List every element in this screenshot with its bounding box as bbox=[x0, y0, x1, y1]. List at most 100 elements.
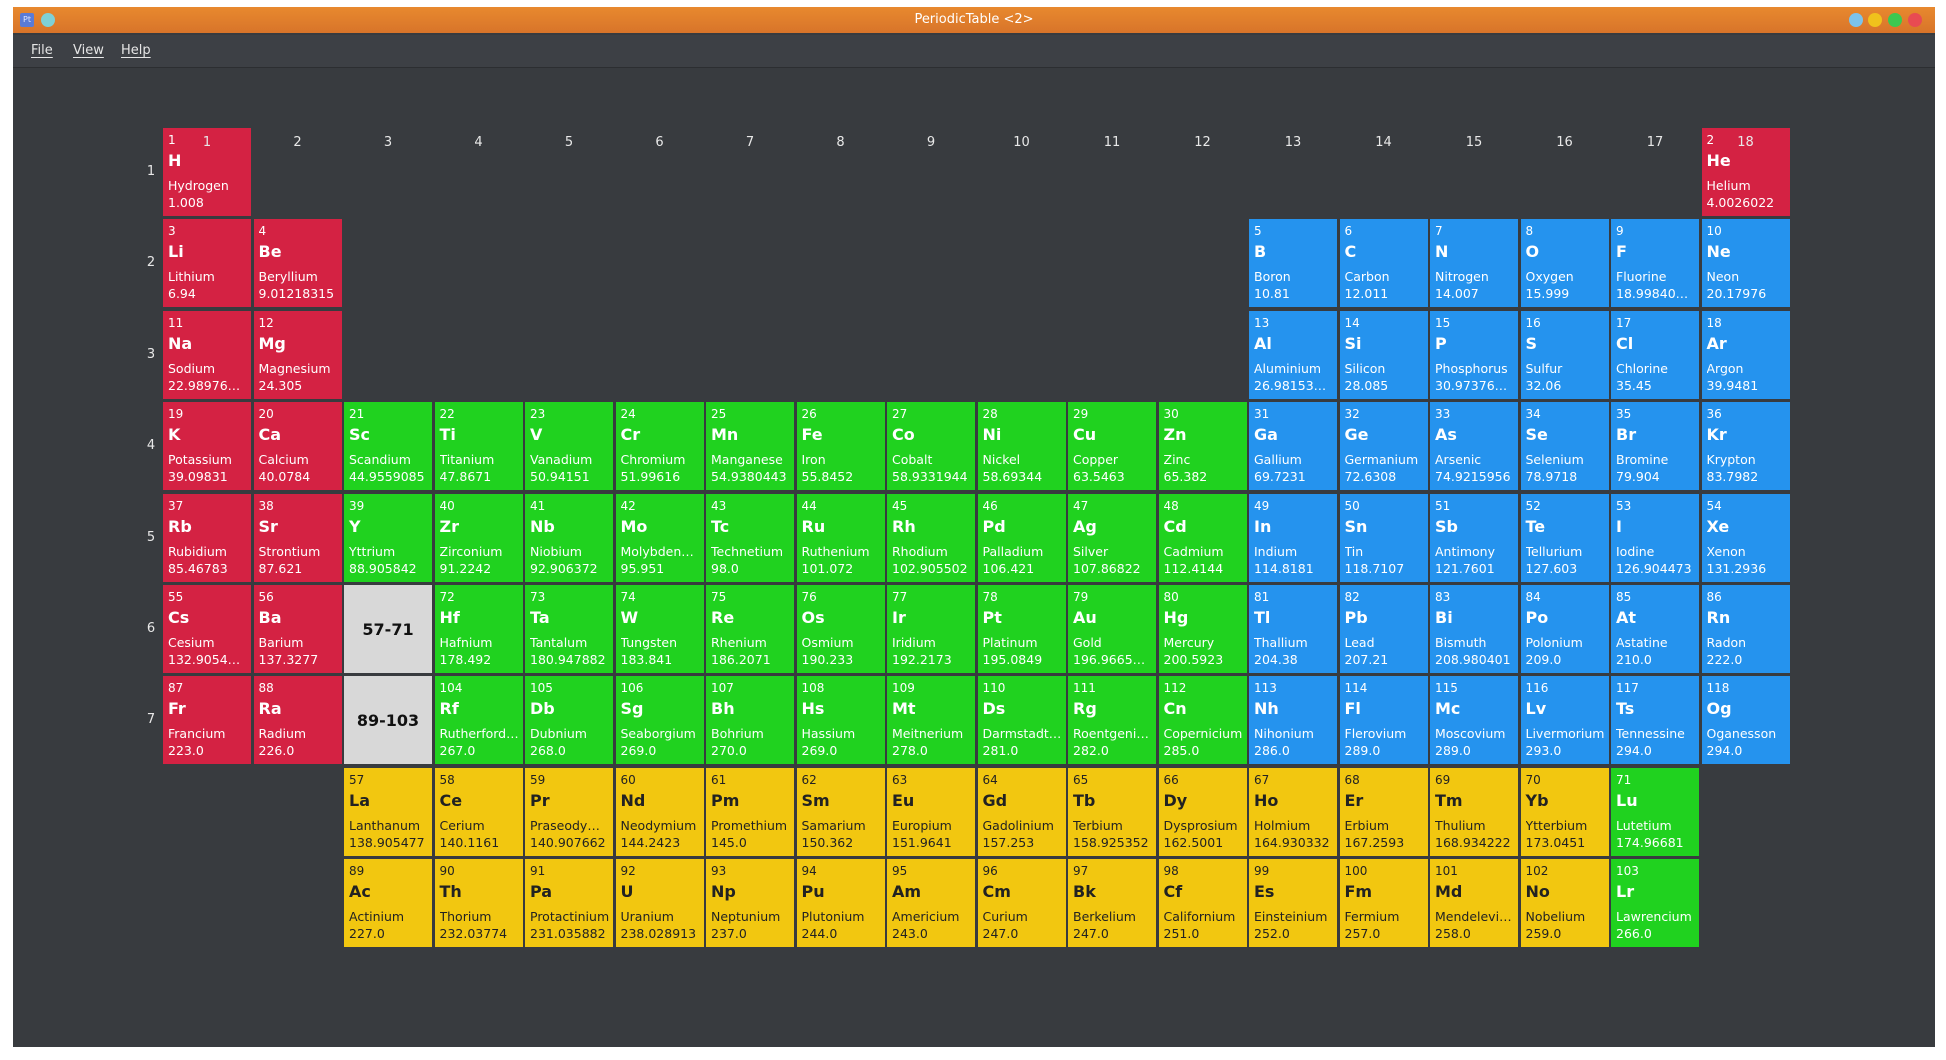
pin-icon[interactable] bbox=[41, 13, 55, 27]
element-cell-rh[interactable]: 45 Rh Rhodium 102.905502 bbox=[887, 493, 975, 582]
element-cell-be[interactable]: 4 Be Beryllium 9.01218315 bbox=[253, 219, 342, 308]
element-cell-am[interactable]: 95 Am Americium 243.0 bbox=[887, 859, 975, 948]
element-cell-ne[interactable]: 10 Ne Neon 20.17976 bbox=[1701, 219, 1790, 308]
element-cell-mc[interactable]: 115 Mc Moscovium 289.0 bbox=[1430, 676, 1518, 765]
element-cell-hs[interactable]: 108 Hs Hassium 269.0 bbox=[796, 676, 885, 765]
element-cell-li[interactable]: 3 Li Lithium 6.94 bbox=[163, 219, 251, 308]
element-cell-og[interactable]: 118 Og Oganesson 294.0 bbox=[1701, 676, 1790, 765]
element-cell-ta[interactable]: 73 Ta Tantalum 180.947882 bbox=[525, 585, 613, 673]
element-cell-ba[interactable]: 56 Ba Barium 137.3277 bbox=[253, 585, 342, 673]
element-cell-rg[interactable]: 111 Rg Roentgenium 282.0 bbox=[1068, 676, 1156, 765]
element-cell-nh[interactable]: 113 Nh Nihonium 286.0 bbox=[1249, 676, 1337, 765]
element-cell-ds[interactable]: 110 Ds Darmstadtium281.0 bbox=[977, 676, 1066, 765]
element-cell-tm[interactable]: 69 Tm Thulium 168.934222 bbox=[1430, 767, 1518, 856]
element-cell-ca[interactable]: 20 Ca Calcium 40.0784 bbox=[253, 402, 342, 491]
element-cell-zn[interactable]: 30 Zn Zinc 65.382 bbox=[1158, 402, 1247, 491]
element-cell-mn[interactable]: 25 Mn Manganese 54.9380443 bbox=[706, 402, 794, 491]
element-cell-si[interactable]: 14 Si Silicon 28.085 bbox=[1339, 310, 1428, 399]
element-cell-co[interactable]: 27 Co Cobalt 58.9331944 bbox=[887, 402, 975, 491]
element-cell-o[interactable]: 8 O Oxygen 15.999 bbox=[1520, 219, 1609, 308]
element-cell-ru[interactable]: 44 Ru Ruthenium 101.072 bbox=[796, 493, 885, 582]
element-cell-sm[interactable]: 62 Sm Samarium 150.362 bbox=[796, 767, 885, 856]
element-cell-ar[interactable]: 18 Ar Argon 39.9481 bbox=[1701, 310, 1790, 399]
element-cell-bi[interactable]: 83 Bi Bismuth 208.980401 bbox=[1430, 585, 1518, 673]
window-button-close[interactable] bbox=[1908, 13, 1922, 27]
element-cell-i[interactable]: 53 I Iodine 126.904473 bbox=[1611, 493, 1699, 582]
element-cell-n[interactable]: 7 N Nitrogen 14.007 bbox=[1430, 219, 1518, 308]
element-cell-br[interactable]: 35 Br Bromine 79.904 bbox=[1611, 402, 1699, 491]
element-cell-la[interactable]: 57 La Lanthanum 138.905477 bbox=[344, 767, 432, 856]
element-cell-np[interactable]: 93 Np Neptunium 237.0 bbox=[706, 859, 794, 948]
element-cell-er[interactable]: 68 Er Erbium 167.2593 bbox=[1339, 767, 1428, 856]
element-cell-te[interactable]: 52 Te Tellurium 127.603 bbox=[1520, 493, 1609, 582]
element-cell-au[interactable]: 79 Au Gold 196.9665695 bbox=[1068, 585, 1156, 673]
series-placeholder-lanthanides[interactable]: 57-71 bbox=[344, 585, 432, 673]
series-placeholder-actinides[interactable]: 89-103 bbox=[344, 676, 432, 765]
element-cell-cf[interactable]: 98 Cf Californium 251.0 bbox=[1158, 859, 1247, 948]
element-cell-re[interactable]: 75 Re Rhenium 186.2071 bbox=[706, 585, 794, 673]
element-cell-s[interactable]: 16 S Sulfur 32.06 bbox=[1520, 310, 1609, 399]
element-cell-pd[interactable]: 46 Pd Palladium 106.421 bbox=[977, 493, 1066, 582]
element-cell-rf[interactable]: 104 Rf Rutherfordium267.0 bbox=[434, 676, 523, 765]
title-bar[interactable]: Pt PeriodicTable <2> bbox=[13, 7, 1935, 33]
element-cell-tb[interactable]: 65 Tb Terbium 158.925352 bbox=[1068, 767, 1156, 856]
element-cell-cm[interactable]: 96 Cm Curium 247.0 bbox=[977, 859, 1066, 948]
element-cell-hg[interactable]: 80 Hg Mercury 200.5923 bbox=[1158, 585, 1247, 673]
window-button-minimize[interactable] bbox=[1868, 13, 1882, 27]
element-cell-ga[interactable]: 31 Ga Gallium 69.7231 bbox=[1249, 402, 1337, 491]
element-cell-in[interactable]: 49 In Indium 114.8181 bbox=[1249, 493, 1337, 582]
element-cell-hf[interactable]: 72 Hf Hafnium 178.492 bbox=[434, 585, 523, 673]
element-cell-pt[interactable]: 78 Pt Platinum 195.0849 bbox=[977, 585, 1066, 673]
element-cell-sn[interactable]: 50 Sn Tin 118.7107 bbox=[1339, 493, 1428, 582]
element-cell-mg[interactable]: 12 Mg Magnesium 24.305 bbox=[253, 310, 342, 399]
element-cell-ce[interactable]: 58 Ce Cerium 140.1161 bbox=[434, 767, 523, 856]
element-cell-u[interactable]: 92 U Uranium 238.028913 bbox=[615, 859, 704, 948]
element-cell-nb[interactable]: 41 Nb Niobium 92.906372 bbox=[525, 493, 613, 582]
element-cell-as[interactable]: 33 As Arsenic 74.9215956 bbox=[1430, 402, 1518, 491]
element-cell-sr[interactable]: 38 Sr Strontium 87.621 bbox=[253, 493, 342, 582]
window-button-maximize[interactable] bbox=[1888, 13, 1902, 27]
element-cell-cd[interactable]: 48 Cd Cadmium 112.4144 bbox=[1158, 493, 1247, 582]
element-cell-ag[interactable]: 47 Ag Silver 107.86822 bbox=[1068, 493, 1156, 582]
element-cell-pu[interactable]: 94 Pu Plutonium 244.0 bbox=[796, 859, 885, 948]
element-cell-ir[interactable]: 77 Ir Iridium 192.2173 bbox=[887, 585, 975, 673]
element-cell-mt[interactable]: 109 Mt Meitnerium 278.0 bbox=[887, 676, 975, 765]
element-cell-yb[interactable]: 70 Yb Ytterbium 173.0451 bbox=[1520, 767, 1609, 856]
element-cell-al[interactable]: 13 Al Aluminium 26.98153857 bbox=[1249, 310, 1337, 399]
element-cell-ni[interactable]: 28 Ni Nickel 58.69344 bbox=[977, 402, 1066, 491]
window-button-help[interactable] bbox=[1849, 13, 1863, 27]
element-cell-kr[interactable]: 36 Kr Krypton 83.7982 bbox=[1701, 402, 1790, 491]
element-cell-bk[interactable]: 97 Bk Berkelium 247.0 bbox=[1068, 859, 1156, 948]
element-cell-at[interactable]: 85 At Astatine 210.0 bbox=[1611, 585, 1699, 673]
element-cell-c[interactable]: 6 C Carbon 12.011 bbox=[1339, 219, 1428, 308]
element-cell-pr[interactable]: 59 Pr Praseodymium140.907662 bbox=[525, 767, 613, 856]
menu-file[interactable]: File bbox=[31, 43, 53, 58]
element-cell-se[interactable]: 34 Se Selenium 78.9718 bbox=[1520, 402, 1609, 491]
element-cell-mo[interactable]: 42 Mo Molybdenum 95.951 bbox=[615, 493, 704, 582]
element-cell-h[interactable]: 1 H Hydrogen 1.008 bbox=[163, 128, 251, 216]
element-cell-os[interactable]: 76 Os Osmium 190.233 bbox=[796, 585, 885, 673]
element-cell-po[interactable]: 84 Po Polonium 209.0 bbox=[1520, 585, 1609, 673]
element-cell-fm[interactable]: 100 Fm Fermium 257.0 bbox=[1339, 859, 1428, 948]
element-cell-na[interactable]: 11 Na Sodium 22.98976928 bbox=[163, 310, 251, 399]
element-cell-fl[interactable]: 114 Fl Flerovium 289.0 bbox=[1339, 676, 1428, 765]
element-cell-w[interactable]: 74 W Tungsten 183.841 bbox=[615, 585, 704, 673]
element-cell-v[interactable]: 23 V Vanadium 50.94151 bbox=[525, 402, 613, 491]
element-cell-lu[interactable]: 71 Lu Lutetium 174.96681 bbox=[1611, 767, 1699, 856]
element-cell-k[interactable]: 19 K Potassium 39.09831 bbox=[163, 402, 251, 491]
element-cell-tc[interactable]: 43 Tc Technetium 98.0 bbox=[706, 493, 794, 582]
element-cell-sg[interactable]: 106 Sg Seaborgium 269.0 bbox=[615, 676, 704, 765]
element-cell-gd[interactable]: 64 Gd Gadolinium 157.253 bbox=[977, 767, 1066, 856]
element-cell-nd[interactable]: 60 Nd Neodymium 144.2423 bbox=[615, 767, 704, 856]
element-cell-th[interactable]: 90 Th Thorium 232.03774 bbox=[434, 859, 523, 948]
element-cell-rn[interactable]: 86 Rn Radon 222.0 bbox=[1701, 585, 1790, 673]
element-cell-db[interactable]: 105 Db Dubnium 268.0 bbox=[525, 676, 613, 765]
element-cell-lv[interactable]: 116 Lv Livermorium 293.0 bbox=[1520, 676, 1609, 765]
element-cell-ac[interactable]: 89 Ac Actinium 227.0 bbox=[344, 859, 432, 948]
element-cell-cs[interactable]: 55 Cs Cesium 132.905451966 bbox=[163, 585, 251, 673]
element-cell-eu[interactable]: 63 Eu Europium 151.9641 bbox=[887, 767, 975, 856]
element-cell-pa[interactable]: 91 Pa Protactinium 231.035882 bbox=[525, 859, 613, 948]
element-cell-tl[interactable]: 81 Tl Thallium 204.38 bbox=[1249, 585, 1337, 673]
